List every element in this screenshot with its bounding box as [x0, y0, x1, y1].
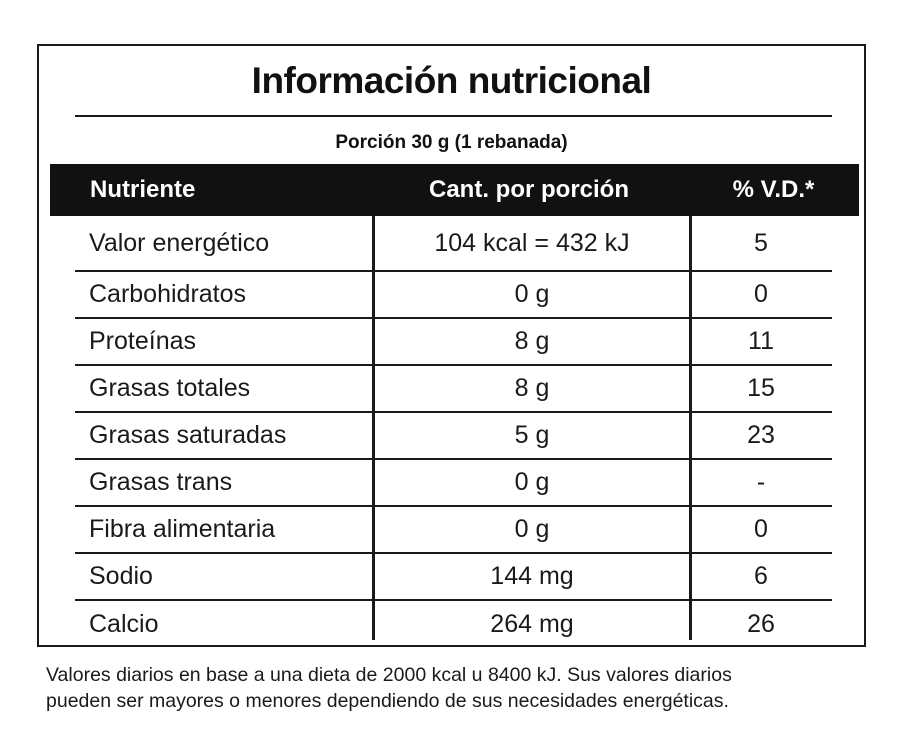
- nutrient-daily-value: 15: [747, 374, 775, 402]
- nutrient-daily-value: 11: [748, 327, 774, 355]
- nutrient-daily-value: 0: [754, 515, 768, 543]
- table-header: Nutriente Cant. por porción % V.D.*: [50, 164, 859, 216]
- footnote-line: pueden ser mayores o menores dependiendo…: [46, 690, 729, 712]
- nutrient-amount: 0 g: [514, 280, 550, 308]
- table-row: Sodio 144 mg 6: [75, 554, 832, 601]
- nutrient-amount: 0 g: [514, 468, 550, 496]
- table-row: Proteínas 8 g 11: [75, 319, 832, 366]
- table-row: Grasas saturadas 5 g 23: [75, 413, 832, 460]
- header-amount: Cant. por porción: [429, 176, 629, 203]
- nutrient-amount: 0 g: [514, 515, 550, 543]
- table-row: Valor energético 104 kcal = 432 kJ 5: [75, 216, 832, 272]
- nutrient-name: Valor energético: [89, 228, 270, 257]
- header-nutrient: Nutriente: [90, 176, 196, 203]
- nutrient-name: Calcio: [89, 610, 159, 638]
- nutrient-name: Sodio: [89, 562, 153, 590]
- nutrient-amount: 144 mg: [490, 562, 574, 590]
- nutrient-name: Proteínas: [89, 327, 197, 355]
- table-row: Grasas trans 0 g -: [75, 460, 832, 507]
- table-row: Carbohidratos 0 g 0: [75, 272, 832, 319]
- daily-value-footnote: Valores diarios en base a una dieta de 2…: [46, 662, 876, 714]
- portion-size: Porción 30 g (1 rebanada): [335, 132, 568, 153]
- table-row: Fibra alimentaria 0 g 0: [75, 507, 832, 554]
- nutrient-amount: 104 kcal = 432 kJ: [434, 228, 630, 257]
- footnote-line: Valores diarios en base a una dieta de 2…: [46, 664, 732, 686]
- column-divider-amount: [372, 216, 375, 640]
- nutrient-name: Grasas trans: [89, 468, 233, 496]
- nutrient-amount: 264 mg: [490, 610, 574, 638]
- nutrient-name: Fibra alimentaria: [89, 515, 276, 543]
- nutrient-name: Grasas saturadas: [89, 421, 287, 449]
- nutrient-amount: 5 g: [514, 421, 550, 449]
- nutrient-daily-value: 0: [754, 280, 768, 308]
- header-daily-value: % V.D.*: [732, 176, 815, 203]
- nutrient-amount: 8 g: [514, 327, 550, 355]
- nutrient-daily-value: 23: [747, 421, 775, 449]
- nutrient-amount: 8 g: [514, 374, 550, 402]
- nutrient-name: Grasas totales: [89, 374, 251, 402]
- nutrient-daily-value: 6: [754, 562, 768, 590]
- label-title: Información nutricional: [251, 60, 652, 101]
- title-divider: [75, 115, 832, 117]
- nutrient-daily-value: 26: [747, 610, 775, 638]
- nutrient-name: Carbohidratos: [89, 280, 247, 308]
- table-row: Calcio 264 mg 26: [75, 601, 832, 648]
- table-row: Grasas totales 8 g 15: [75, 366, 832, 413]
- nutrient-daily-value: -: [756, 468, 766, 496]
- nutrition-label: Información nutricional Porción 30 g (1 …: [37, 44, 866, 647]
- nutrient-daily-value: 5: [754, 228, 768, 257]
- nutrient-table: Valor energético 104 kcal = 432 kJ 5 Car…: [75, 216, 832, 648]
- column-divider-daily-value: [689, 216, 692, 640]
